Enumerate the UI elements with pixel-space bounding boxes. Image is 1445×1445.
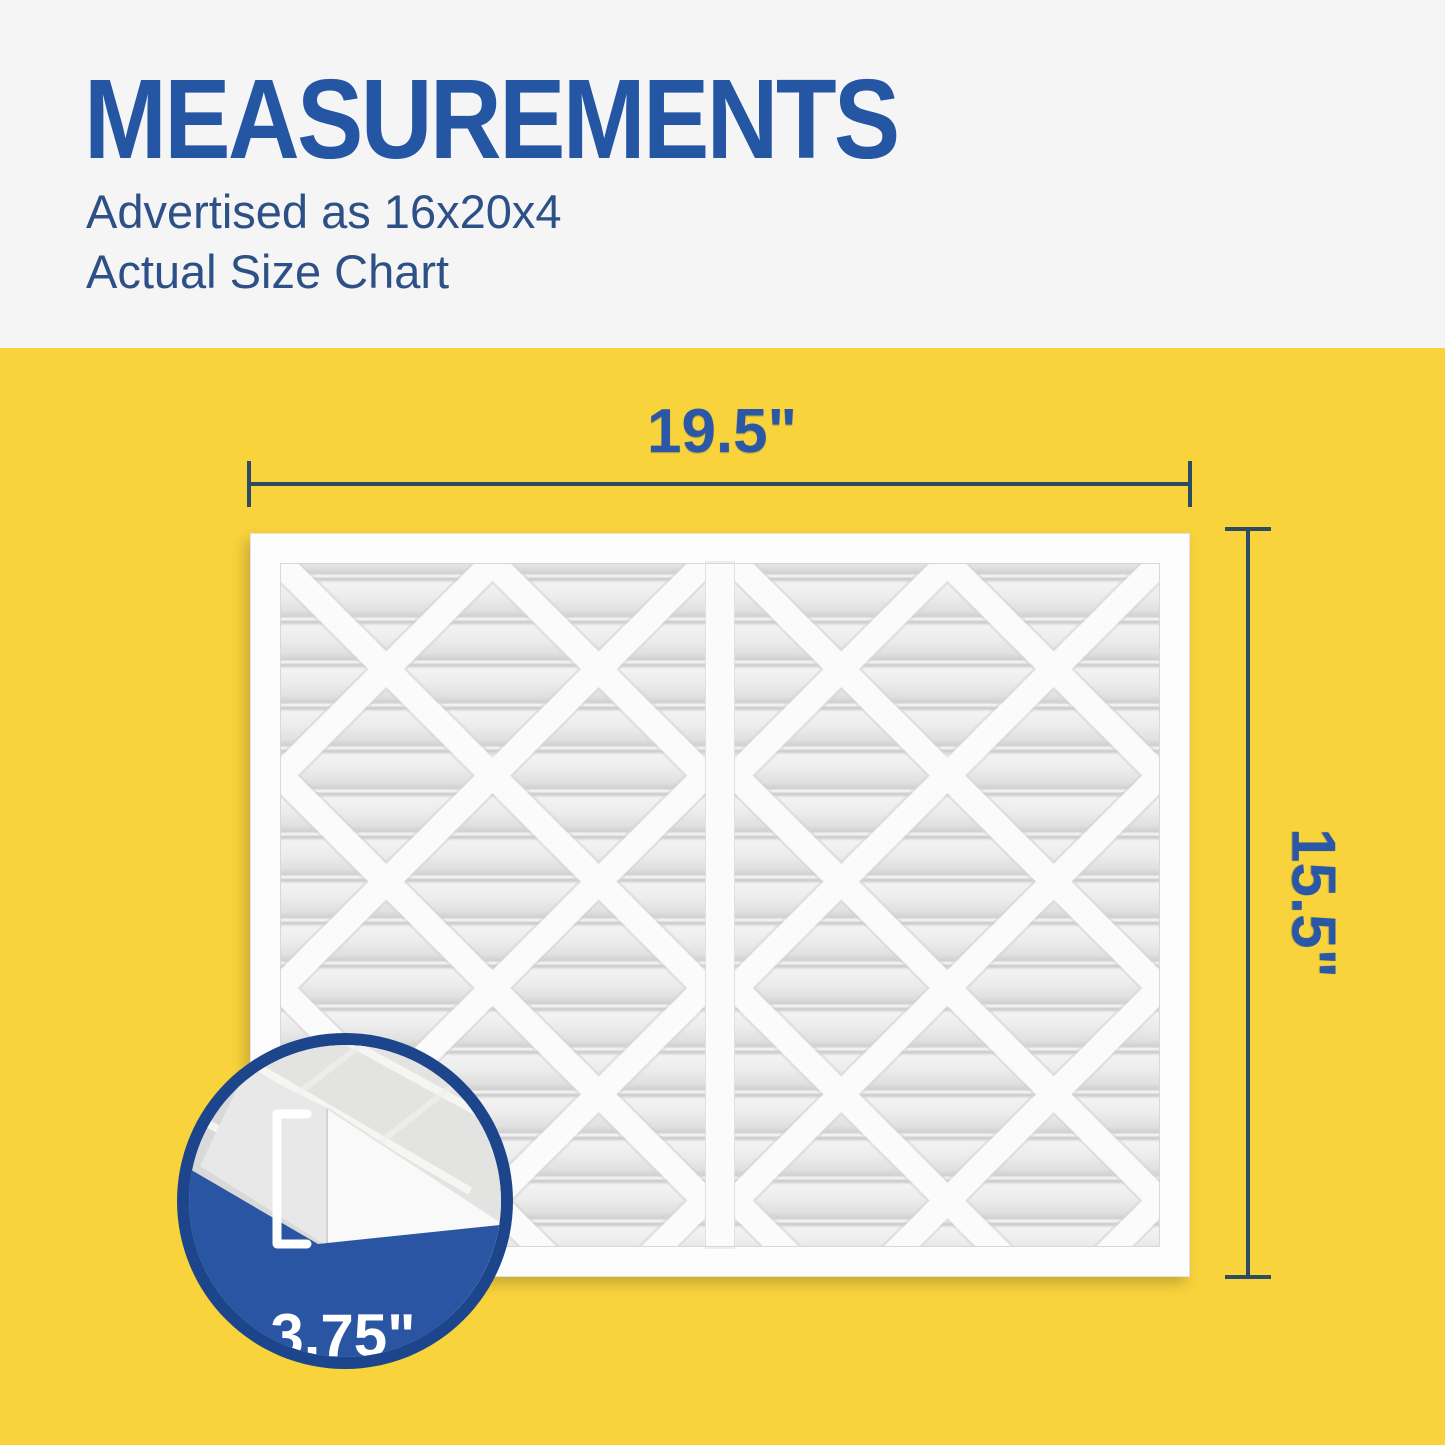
height-dimension-label: 15.5" bbox=[1278, 827, 1348, 979]
width-dimension-tick-right bbox=[1188, 461, 1192, 507]
width-dimension-line bbox=[249, 482, 1190, 486]
filter-lattice-left bbox=[280, 563, 705, 1247]
depth-dimension-label: 3.75" bbox=[270, 1302, 415, 1369]
depth-inset-circle: 3.75" bbox=[177, 1033, 513, 1369]
height-dimension-tick-top bbox=[1225, 527, 1271, 531]
subtitle-actual-size-chart: Actual Size Chart bbox=[86, 245, 450, 298]
height-dimension-line bbox=[1246, 529, 1250, 1277]
width-dimension-label: 19.5" bbox=[646, 397, 798, 466]
width-dimension-tick-left bbox=[247, 461, 251, 507]
filter-lattice-right bbox=[735, 563, 1160, 1247]
page-title: MEASUREMENTS bbox=[84, 56, 900, 182]
header-section: MEASUREMENTS Advertised as 16x20x4 Actua… bbox=[0, 0, 1445, 348]
inset-blue-area bbox=[189, 1154, 501, 1357]
depth-inset: 3.75" bbox=[170, 1026, 520, 1376]
height-dimension-tick-bottom bbox=[1225, 1275, 1271, 1279]
filter-center-brace bbox=[705, 561, 735, 1249]
subtitle-advertised-size: Advertised as 16x20x4 bbox=[86, 185, 562, 238]
depth-bracket-icon bbox=[272, 1109, 312, 1249]
